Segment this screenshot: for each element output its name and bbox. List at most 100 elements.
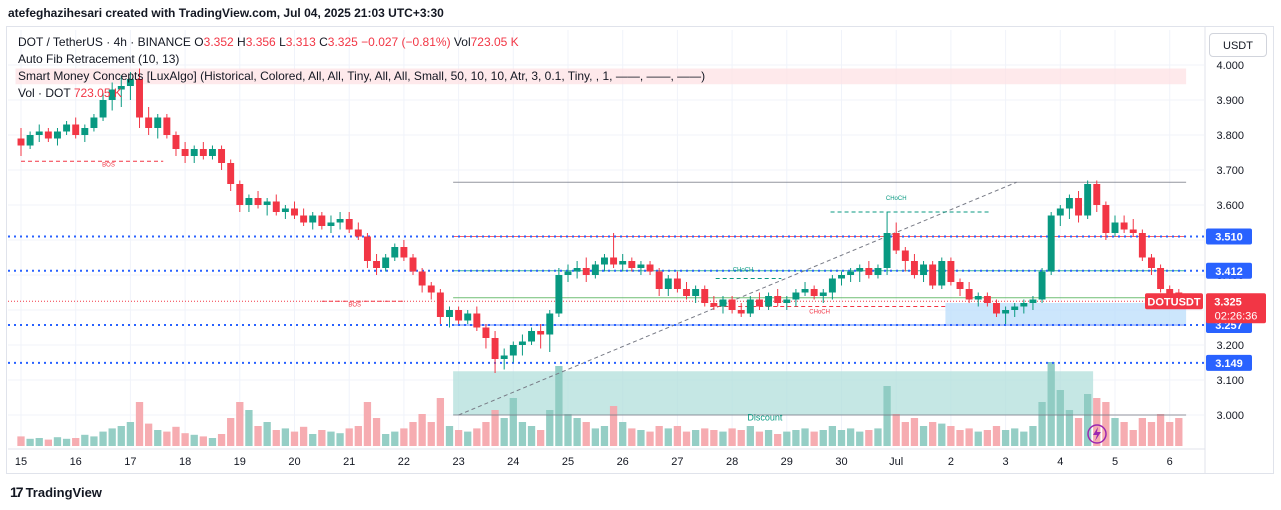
volume-bar xyxy=(1084,394,1092,446)
replay-bolt-icon xyxy=(1087,424,1107,444)
volume-bar xyxy=(163,431,171,446)
volume-bar xyxy=(436,398,445,446)
candle xyxy=(901,250,909,261)
x-tick-label: 21 xyxy=(343,456,355,468)
candle xyxy=(1038,271,1046,300)
candle xyxy=(1148,257,1155,268)
currency-button[interactable]: USDT xyxy=(1209,33,1267,57)
candle xyxy=(573,268,581,272)
x-tick-label: 4 xyxy=(1057,456,1063,468)
volume-bar xyxy=(427,422,435,446)
volume-bar xyxy=(509,398,517,446)
y-tick-label: 3.000 xyxy=(1216,410,1244,422)
legend-volume-title: Vol · DOT xyxy=(18,86,71,100)
volume-bar xyxy=(737,430,745,446)
volume-bar xyxy=(1166,422,1174,446)
volume-bar xyxy=(318,430,326,446)
volume-bar xyxy=(682,431,691,446)
legend-open: 3.352 xyxy=(203,35,234,49)
candle xyxy=(637,264,645,268)
volume-bar xyxy=(783,431,791,446)
candle xyxy=(300,215,308,223)
volume-bar xyxy=(35,438,43,446)
volume-bar xyxy=(409,422,417,446)
candle xyxy=(345,219,353,230)
volume-bar xyxy=(17,436,25,446)
candle xyxy=(838,275,845,279)
candle xyxy=(1138,233,1146,258)
candle xyxy=(491,338,499,359)
legend-l-label: L xyxy=(279,35,286,49)
candle xyxy=(382,257,390,268)
legend-ohlc-row: DOT / TetherUS · 4h · BINANCE O3.352 H3.… xyxy=(18,34,705,51)
y-tick-label: 3.800 xyxy=(1216,130,1244,142)
candle xyxy=(63,124,71,132)
chart-caption: atefeghazihesari created with TradingVie… xyxy=(8,6,444,20)
volume-bar xyxy=(299,426,308,446)
volume-bar xyxy=(336,433,344,446)
candle xyxy=(892,233,900,251)
candle xyxy=(327,222,335,226)
volume-bar xyxy=(272,430,280,446)
volume-bar xyxy=(719,431,727,446)
candle xyxy=(601,257,608,265)
candle xyxy=(208,149,216,156)
candle xyxy=(1102,205,1110,233)
candle xyxy=(409,257,417,272)
volume-bar xyxy=(1020,431,1028,446)
candle xyxy=(1011,306,1019,310)
volume-bar xyxy=(992,426,1001,446)
volume-bar xyxy=(227,418,235,446)
candle xyxy=(783,299,791,303)
current-price-label: 3.325 xyxy=(1214,296,1242,308)
volume-bar xyxy=(518,422,527,446)
candle xyxy=(810,289,818,296)
volume-bar xyxy=(764,430,773,446)
candle xyxy=(35,131,43,135)
candle xyxy=(1084,184,1092,216)
candle xyxy=(1020,303,1028,307)
candle xyxy=(746,299,754,314)
x-tick-label: 6 xyxy=(1167,456,1173,468)
volume-bar xyxy=(482,422,490,446)
replay-bolt-shape xyxy=(1093,427,1101,441)
volume-bar xyxy=(582,422,590,446)
premium-zone xyxy=(15,68,1187,85)
candle xyxy=(1120,222,1128,230)
legend-indicator-smc[interactable]: Smart Money Concepts [LuxAlgo] (Historic… xyxy=(18,69,706,83)
annotation-bos: BOS xyxy=(348,303,361,309)
symbol-label-bg xyxy=(1145,293,1203,310)
tradingview-logo[interactable]: 17 TradingView xyxy=(10,484,102,500)
y-tick-label: 4.000 xyxy=(1216,60,1244,72)
candle xyxy=(683,289,690,296)
volume-bar xyxy=(254,426,262,446)
legend-indicator-fib[interactable]: Auto Fib Retracement (10, 13) xyxy=(18,52,180,66)
countdown-label: 02:26:36 xyxy=(1215,310,1258,322)
volume-bar xyxy=(883,386,891,446)
volume-bar xyxy=(691,430,700,446)
candle xyxy=(473,313,481,328)
candle xyxy=(828,278,836,293)
candle xyxy=(190,149,198,156)
legend-h-label: H xyxy=(237,35,246,49)
candle xyxy=(236,184,244,205)
legend-indicator-volume[interactable]: Vol · DOT 723.05 K xyxy=(18,85,705,102)
x-tick-label: 2 xyxy=(948,456,954,468)
candle xyxy=(537,331,545,335)
volume-bar xyxy=(126,422,135,446)
legend-vol-label: Vol xyxy=(453,35,471,49)
candle xyxy=(1129,229,1137,233)
volume-bar xyxy=(746,426,754,446)
candle xyxy=(673,278,681,289)
candle xyxy=(263,201,271,205)
volume-bar xyxy=(564,414,572,446)
candle xyxy=(117,86,125,90)
volume-bar xyxy=(464,431,472,446)
volume-bar xyxy=(573,418,581,446)
candle xyxy=(965,289,973,300)
volume-bar xyxy=(473,428,481,446)
fib-trend-line xyxy=(458,181,1017,416)
candle xyxy=(938,261,946,286)
